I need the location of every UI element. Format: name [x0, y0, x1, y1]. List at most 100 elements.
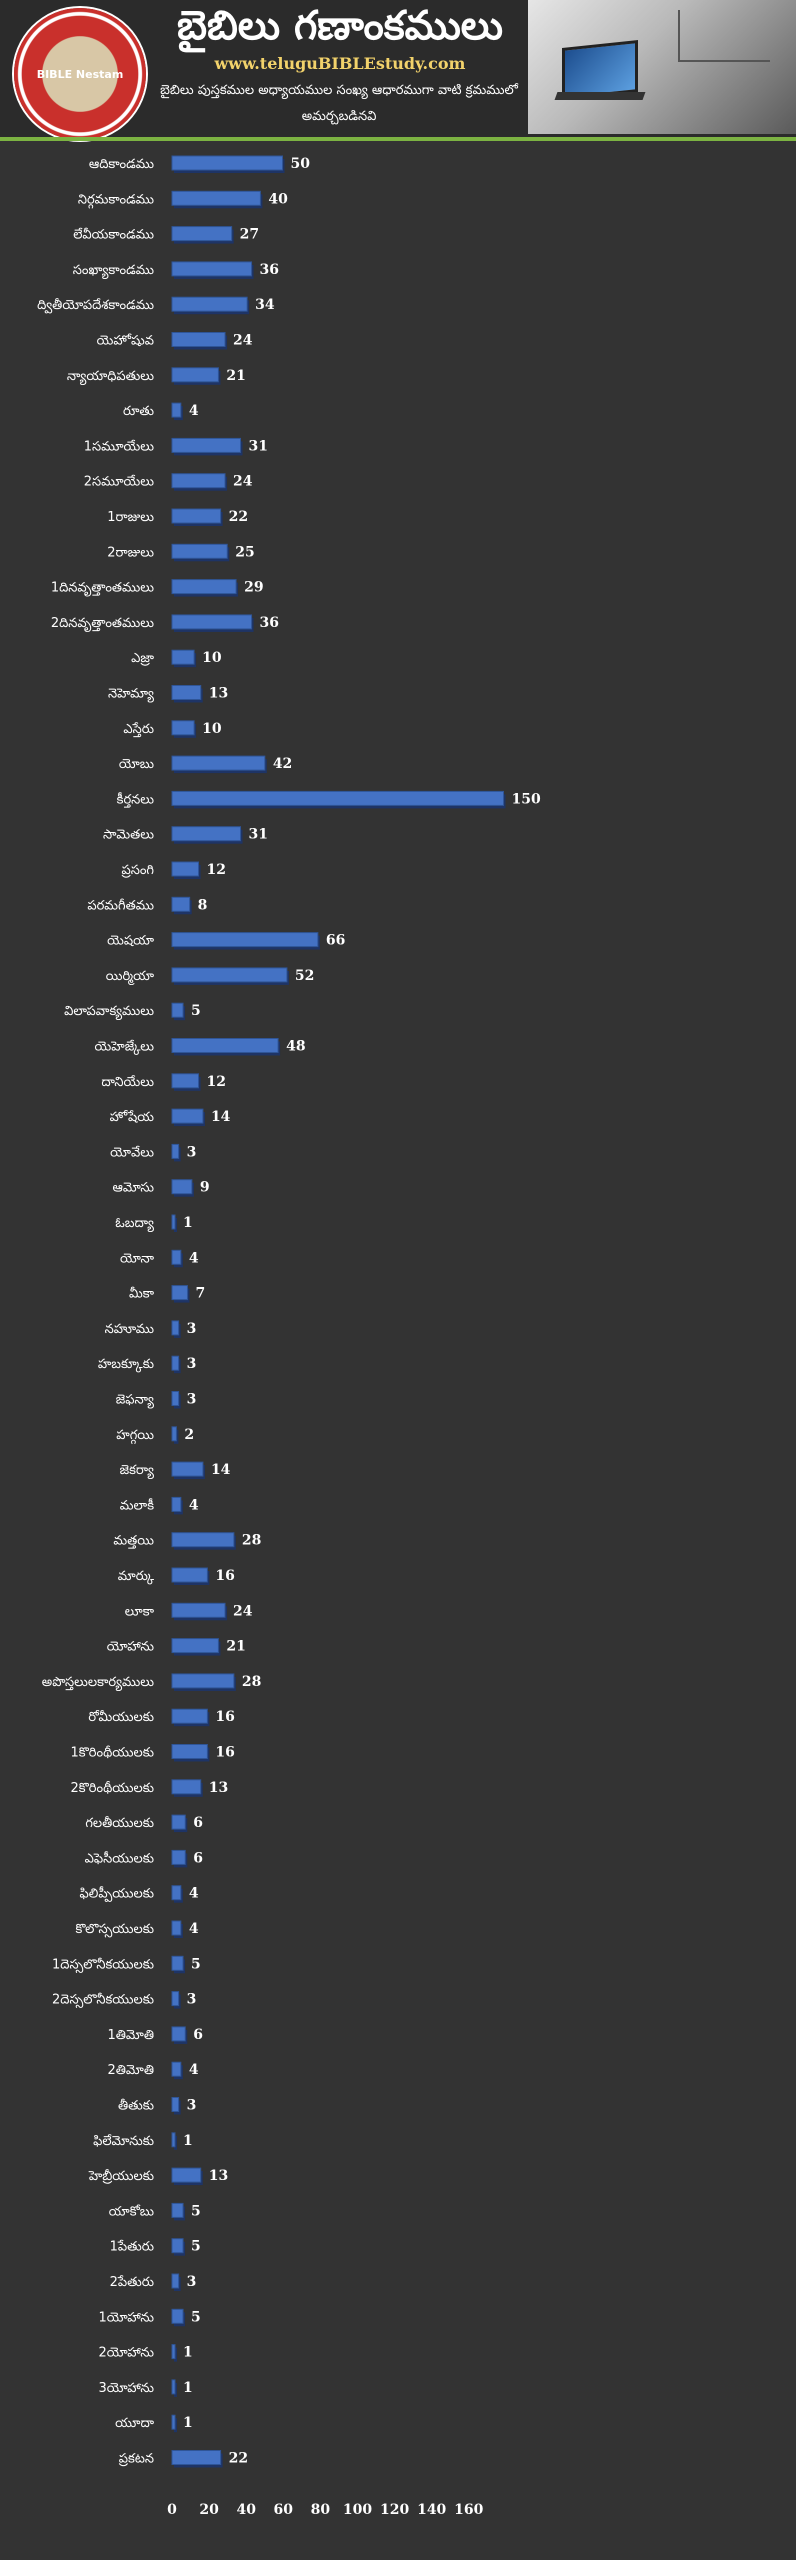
bar [171, 1496, 182, 1512]
category-label: మత్తయి [113, 1534, 154, 1550]
category-label: మార్కు [118, 1569, 155, 1585]
bar [171, 402, 182, 418]
x-tick-label: 20 [199, 2502, 219, 2518]
bar [171, 2132, 176, 2148]
site-url[interactable]: www.teluguBIBLEstudy.com [214, 54, 466, 73]
category-label: జెకర్యా [120, 1463, 154, 1480]
value-label: 16 [215, 1568, 234, 1584]
category-label: 2రాజులు [107, 545, 154, 560]
bar [171, 896, 191, 912]
category-label: 2యోహాను [98, 2346, 154, 2361]
bar [171, 1320, 180, 1336]
value-label: 12 [207, 1074, 226, 1090]
bar [171, 1708, 208, 1724]
category-label: 1రాజులు [107, 510, 154, 525]
value-label: 28 [242, 1674, 261, 1690]
value-label: 31 [249, 438, 268, 454]
value-label: 1 [183, 2415, 193, 2431]
category-label: మలాకీ [120, 1497, 154, 1513]
category-label: సంఖ్యాకాండము [73, 263, 155, 280]
value-label: 2 [184, 1427, 194, 1443]
category-label: 1యోహాను [98, 2310, 154, 2325]
x-tick-label: 140 [417, 2502, 446, 2518]
category-label: 1సమూయేలు [84, 439, 155, 454]
bar [171, 1744, 208, 1759]
bar [171, 473, 226, 489]
value-label: 6 [193, 1850, 203, 1866]
bar [171, 155, 283, 171]
bar [171, 1038, 279, 1053]
value-label: 4 [189, 1886, 199, 1902]
x-tick-label: 160 [454, 2502, 483, 2518]
category-label: అపొస్తలులకార్యములు [42, 1675, 155, 1692]
value-label: 10 [202, 721, 222, 737]
value-label: 150 [512, 791, 541, 807]
category-label: యెహోషువ [97, 333, 154, 349]
value-label: 24 [233, 1603, 253, 1619]
bar [171, 720, 195, 736]
value-label: 4 [189, 2062, 199, 2078]
value-label: 5 [191, 2203, 201, 2219]
category-label: ఎఫెసీయులకు [85, 1850, 155, 1866]
category-label: 3యోహాను [98, 2381, 154, 2396]
value-label: 28 [242, 1533, 261, 1549]
bar [171, 296, 248, 312]
value-label: 5 [191, 2309, 201, 2325]
category-label: 1తిమోతి [107, 2028, 154, 2043]
category-label: తీతుకు [118, 2099, 155, 2114]
category-label: 2తిమోతి [107, 2063, 154, 2078]
bar [171, 2061, 182, 2077]
bar [171, 2308, 184, 2324]
category-label: 1కొరింథీయులకు [70, 1746, 154, 1761]
value-label: 1 [183, 2380, 193, 2396]
bar [171, 1214, 176, 1230]
bar [171, 1673, 235, 1689]
green-divider [0, 137, 796, 141]
bar [171, 1179, 193, 1195]
value-label: 4 [189, 403, 199, 419]
value-label: 13 [209, 2168, 228, 2184]
bar [171, 932, 319, 948]
category-label: యిర్మియా [106, 969, 154, 986]
bar [171, 1567, 208, 1583]
category-label: యోహాను [107, 1640, 155, 1655]
bar [171, 2167, 202, 2183]
category-label: యోవేలు [110, 1145, 154, 1160]
value-label: 31 [249, 827, 268, 843]
value-label: 27 [240, 227, 259, 243]
bar [171, 543, 228, 559]
category-label: గలతీయులకు [85, 1816, 154, 1831]
category-label: నిర్గమకాండము [78, 192, 155, 209]
category-label: హెబ్రీయులకు [88, 2169, 155, 2184]
category-label: హోషేయ [110, 1109, 155, 1125]
value-label: 6 [193, 2027, 203, 2043]
bar [171, 1108, 204, 1124]
value-label: 7 [195, 1286, 205, 1302]
category-label: యెహెజ్కేలు [95, 1040, 155, 1056]
x-tick-label: 100 [343, 2502, 372, 2518]
category-label: యోబు [119, 757, 155, 772]
value-label: 3 [187, 1321, 197, 1337]
category-label: యెషయా [107, 934, 154, 949]
value-label: 3 [187, 2098, 197, 2114]
bar [171, 1391, 180, 1406]
bar [171, 1532, 235, 1548]
bar [171, 332, 226, 347]
bar [171, 2026, 186, 2042]
bar [171, 2202, 184, 2218]
category-label: 2దినవృత్తాంతములు [51, 616, 155, 633]
bar [171, 1638, 219, 1654]
x-tick-label: 40 [236, 2502, 256, 2518]
category-label: మీకా [129, 1287, 155, 1302]
category-label: పరమగీతము [87, 898, 154, 913]
value-label: 14 [211, 1462, 231, 1478]
header-banner: BIBLE Nestam బైబిలు గణాంకములు www.telugu… [0, 0, 796, 140]
value-label: 42 [273, 756, 292, 772]
value-label: 48 [286, 1039, 305, 1055]
category-label: 1దెస్సలొనీకయులకు [52, 1957, 154, 1973]
page-subtitle: బైబిలు పుస్తకముల అధ్యాయముల సంఖ్య ఆధారముగ… [160, 83, 518, 124]
value-label: 4 [189, 1250, 199, 1266]
value-label: 24 [233, 474, 253, 490]
value-label: 4 [189, 1921, 199, 1937]
bar [171, 685, 202, 700]
